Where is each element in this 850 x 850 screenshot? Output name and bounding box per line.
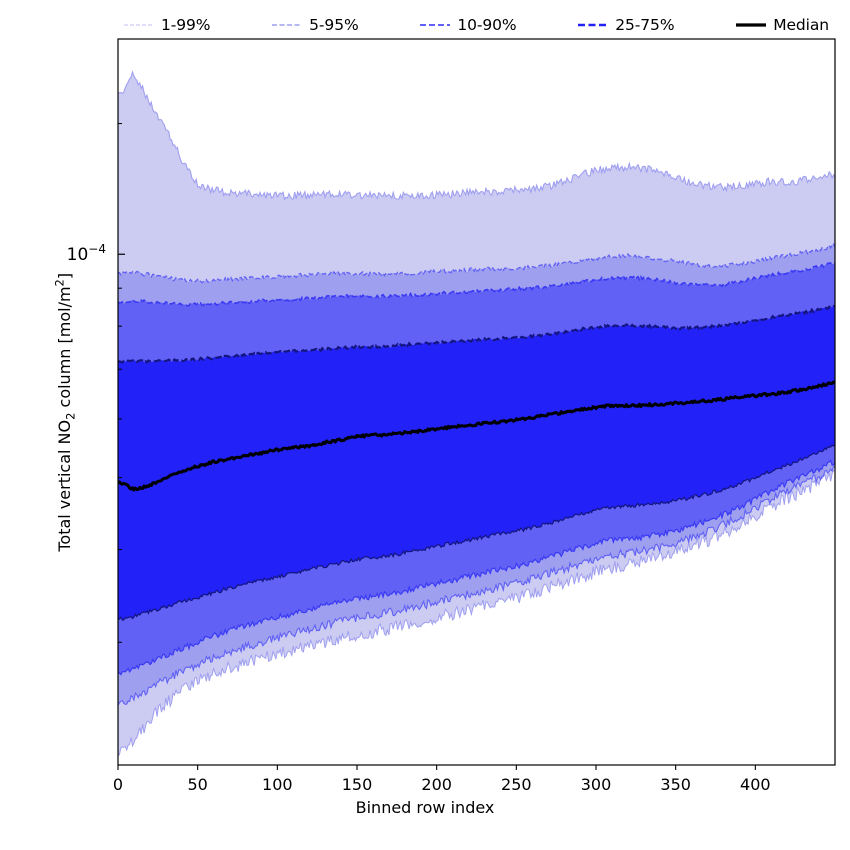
y-axis-label-p3: ]	[55, 272, 75, 280]
x-tick-label: 300	[581, 775, 612, 794]
y-axis-label-p1: Total vertical NO	[55, 419, 75, 552]
legend-swatch-1-99	[124, 24, 154, 26]
legend-label-10-90: 10-90%	[457, 16, 517, 34]
y-axis-label-sub: 2	[63, 412, 78, 420]
legend-item-10-90[interactable]: 10-90%	[420, 16, 517, 34]
x-tick-label: 200	[421, 775, 452, 794]
legend-item-median[interactable]: Median	[736, 16, 829, 34]
x-axis-label: Binned row index	[0, 798, 850, 817]
legend-item-1-99[interactable]: 1-99%	[124, 16, 211, 34]
y-tick-label: 10−4	[67, 242, 106, 265]
x-tick-label: 150	[342, 775, 373, 794]
x-tick-label: 50	[187, 775, 207, 794]
y-axis-label-sup: 2	[52, 279, 67, 287]
legend-label-25-75: 25-75%	[615, 16, 675, 34]
legend-label-1-99: 1-99%	[161, 16, 211, 34]
legend-swatch-25-75	[578, 23, 609, 27]
legend-swatch-5-95	[272, 24, 303, 26]
legend-label-5-95: 5-95%	[309, 16, 359, 34]
chart-legend: 1-99% 5-95% 10-90% 25-75% Median	[118, 14, 835, 36]
legend-item-5-95[interactable]: 5-95%	[272, 16, 359, 34]
x-axis-label-text: Binned row index	[355, 798, 495, 817]
legend-label-median: Median	[773, 16, 829, 34]
x-tick-label: 0	[113, 775, 123, 794]
x-tick-label: 400	[740, 775, 771, 794]
x-tick-label: 250	[501, 775, 532, 794]
legend-swatch-10-90	[420, 24, 451, 26]
x-tick-label: 100	[262, 775, 293, 794]
y-axis-label-p2: column [mol/m	[55, 286, 75, 413]
y-axis-label: Total vertical NO2 column [mol/m2]	[53, 47, 78, 777]
legend-swatch-median	[736, 23, 767, 27]
legend-item-25-75[interactable]: 25-75%	[578, 16, 675, 34]
x-tick-label: 350	[660, 775, 691, 794]
